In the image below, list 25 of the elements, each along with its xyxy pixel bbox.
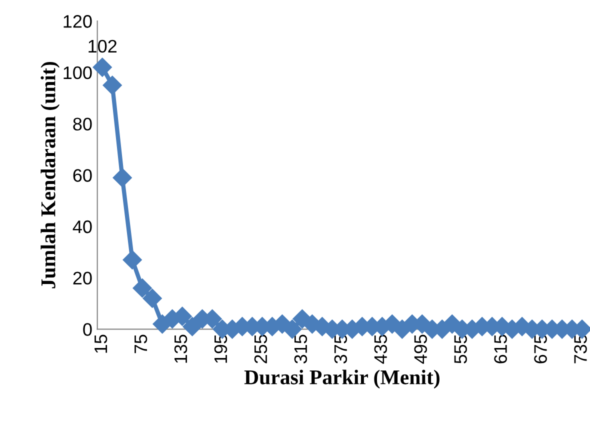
- y-tick-label: 80: [73, 118, 92, 131]
- x-tick-label: 15: [94, 334, 108, 353]
- x-tick-label: 495: [414, 334, 427, 364]
- point: [92, 58, 112, 77]
- y-tick-label: 100: [64, 66, 92, 80]
- y-tick-label: 0: [83, 323, 92, 336]
- point: [132, 278, 152, 298]
- y-tick-label: 20: [73, 272, 92, 285]
- y-tick-label: 40: [72, 220, 92, 234]
- point: [112, 168, 132, 188]
- x-tick-label: 135: [174, 334, 188, 363]
- point: [142, 288, 162, 308]
- data-label: 102: [88, 40, 117, 53]
- x-tick-label: 615: [494, 334, 507, 364]
- x-tick-label: 435: [374, 334, 388, 364]
- y-tick-label: 60: [73, 169, 92, 182]
- y-axis-title: Jumlah Kendaraan (unit): [40, 62, 60, 288]
- y-tick-label: 120: [64, 15, 92, 28]
- point: [122, 250, 142, 270]
- x-tick-label: 315: [294, 334, 308, 364]
- point: [102, 76, 122, 95]
- x-tick-label: 255: [254, 334, 268, 364]
- x-tick-label: 75: [134, 334, 148, 354]
- x-axis-title: Durasi Parkir (Menit): [244, 370, 440, 389]
- point: [182, 317, 202, 336]
